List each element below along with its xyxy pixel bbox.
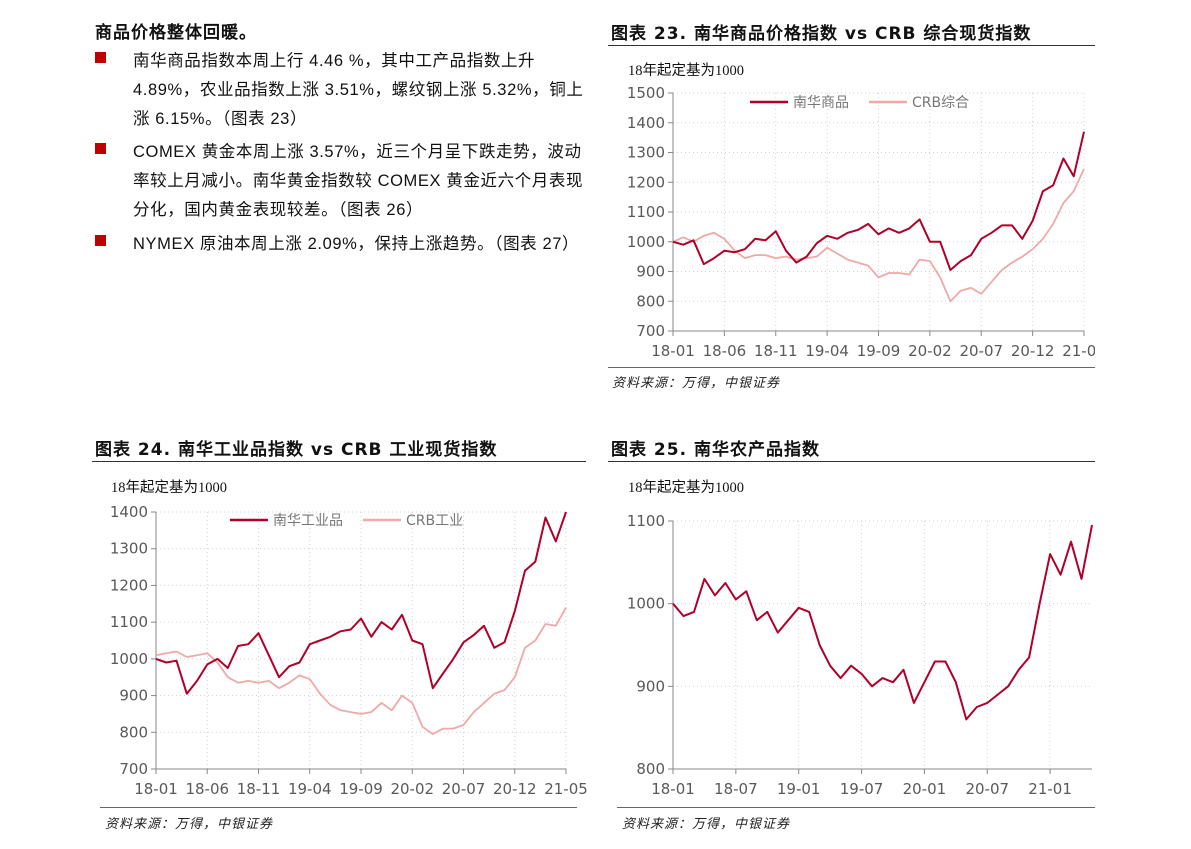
series-line-secondary [672, 168, 1085, 303]
y-tick-label: 1300 [627, 144, 665, 162]
y-tick-label: 800 [636, 760, 665, 778]
x-tick-label: 18-06 [703, 342, 747, 360]
legend-label: 南华商品 [793, 95, 849, 111]
y-tick-label: 900 [636, 677, 665, 695]
series-line-primary [672, 131, 1085, 271]
chart-23-subtitle: 18年起定基为1000 [628, 63, 744, 79]
x-tick-label: 19-09 [857, 342, 901, 360]
section-heading: 商品价格整体回暖。 [95, 23, 257, 43]
y-tick-label: 1100 [110, 613, 148, 631]
series-line-secondary [155, 607, 567, 736]
y-tick-label: 1000 [627, 595, 665, 613]
chart-24-source: 资料来源：万得，中银证券 [105, 817, 274, 832]
y-tick-label: 1200 [627, 173, 665, 191]
x-tick-label: 20-07 [959, 342, 1003, 360]
x-tick-label: 20-07 [965, 780, 1009, 798]
y-tick-label: 1400 [110, 503, 148, 521]
y-tick-label: 900 [636, 263, 665, 281]
legend-label: CRB综合 [912, 95, 969, 111]
chart-25-plot: 800 900 1000 1100 18-01 18-07 19-01 19-07 20-01 2… [627, 512, 1093, 798]
y-tick-label: 1200 [110, 576, 148, 594]
series-line-primary [155, 511, 567, 695]
y-tick-label: 900 [119, 687, 148, 705]
x-tick-label: 20-02 [908, 342, 952, 360]
x-tick-label: 18-11 [754, 342, 798, 360]
x-tick-label: 19-07 [840, 780, 884, 798]
chart-24-subtitle: 18年起定基为1000 [111, 480, 227, 496]
bullet-square-icon [95, 143, 106, 154]
bullet-text: COMEX 黄金本周上涨 3.57%，近三个月呈下跌走势，波动率较上月减小。南华… [133, 143, 584, 219]
chart-24-title: 图表 24. 南华工业品指数 vs CRB 工业现货指数 [95, 440, 498, 460]
series-line-primary [672, 524, 1093, 721]
y-tick-label: 800 [119, 723, 148, 741]
bullet-text: NYMEX 原油本周上涨 2.09%，保持上涨趋势。（图表 27） [133, 235, 580, 253]
x-tick-label: 19-01 [777, 780, 821, 798]
bullet-item: NYMEX 原油本周上涨 2.09%，保持上涨趋势。（图表 27） [95, 230, 585, 259]
bullet-item: 南华商品指数本周上行 4.46 %，其中工产品指数上升 4.89%，农业品指数上… [95, 47, 585, 134]
x-tick-label: 18-01 [651, 342, 695, 360]
chart-23-source: 资料来源：万得，中银证券 [612, 376, 781, 391]
y-tick-label: 1400 [627, 114, 665, 132]
chart-25-bottom-rule [617, 807, 1095, 808]
bullet-text: 南华商品指数本周上行 4.46 %，其中工产品指数上升 4.89%，农业品指数上… [133, 52, 584, 128]
chart-23-plot: 700 800 900 1000 1100 1200 1300 1400 1500 18-01 18… [627, 84, 1095, 360]
x-tick-label: 20-02 [390, 780, 434, 798]
chart-24-top-rule [92, 461, 586, 462]
x-tick-label: 18-11 [237, 780, 281, 798]
x-tick-label: 19-04 [805, 342, 849, 360]
x-tick-label: 20-12 [493, 780, 537, 798]
bullet-square-icon [95, 52, 106, 63]
y-tick-label: 700 [636, 322, 665, 340]
chart-23-top-rule [608, 45, 1095, 46]
chart-23-bottom-rule [608, 367, 1095, 368]
x-tick-label: 18-06 [185, 780, 229, 798]
legend-label: 南华工业品 [273, 513, 343, 529]
x-tick-label: 19-09 [339, 780, 383, 798]
x-tick-label: 21-01 [1028, 780, 1072, 798]
y-tick-label: 1100 [627, 203, 665, 221]
y-tick-label: 1100 [627, 512, 665, 530]
x-tick-label: 20-01 [903, 780, 947, 798]
y-tick-label: 1000 [110, 650, 148, 668]
x-tick-label: 18-01 [651, 780, 695, 798]
y-tick-label: 1000 [627, 233, 665, 251]
x-tick-label: 20-07 [442, 780, 486, 798]
y-tick-label: 1500 [627, 84, 665, 102]
y-tick-label: 700 [119, 760, 148, 778]
chart-24-plot: 700 800 900 1000 1100 1200 1300 1400 18-01 18-06 1… [110, 503, 587, 798]
y-tick-label: 800 [636, 292, 665, 310]
x-tick-label: 19-04 [288, 780, 332, 798]
x-tick-label: 20-12 [1011, 342, 1055, 360]
bullet-item: COMEX 黄金本周上涨 3.57%，近三个月呈下跌走势，波动率较上月减小。南华… [95, 138, 585, 225]
x-tick-label: 18-01 [134, 780, 178, 798]
x-tick-label: 21-05 [544, 780, 587, 798]
chart-25-title: 图表 25. 南华农产品指数 [611, 440, 820, 460]
y-tick-label: 1300 [110, 540, 148, 558]
chart-25-top-rule [608, 461, 1095, 462]
bullet-square-icon [95, 235, 106, 246]
chart-23-title: 图表 23. 南华商品价格指数 vs CRB 综合现货指数 [611, 24, 1032, 44]
legend-label: CRB工业 [406, 513, 463, 529]
chart-24-bottom-rule [100, 807, 577, 808]
x-tick-label: 21-05 [1062, 342, 1095, 360]
chart-25-subtitle: 18年起定基为1000 [628, 480, 744, 496]
x-tick-label: 18-07 [714, 780, 758, 798]
chart-25-source: 资料来源：万得，中银证券 [622, 817, 791, 832]
